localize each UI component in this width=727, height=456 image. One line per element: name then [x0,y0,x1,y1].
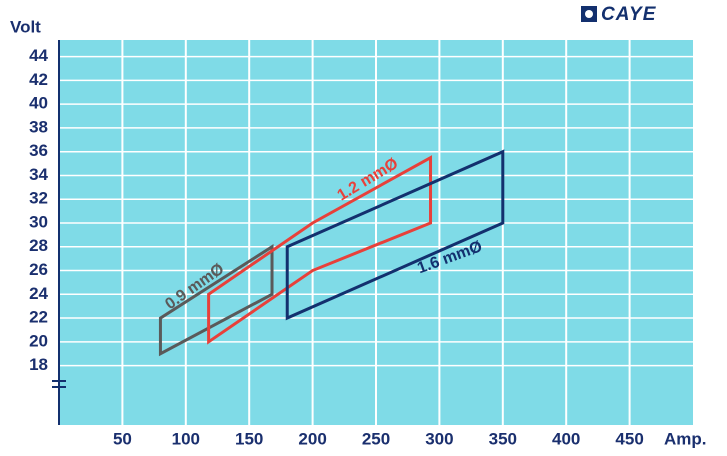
x-tick-label: 50 [113,429,132,448]
x-tick-label: 450 [615,429,643,448]
series-outline [285,149,505,321]
y-tick-label: 34 [29,165,48,184]
y-tick-label: 44 [29,46,48,65]
y-tick-label: 36 [29,141,48,160]
y-tick-label: 38 [29,117,48,136]
y-tick-label: 22 [29,308,48,327]
y-tick-label: 40 [29,94,48,113]
y-axis-label: Volt [10,17,41,36]
logo-icon-dot [585,10,593,18]
y-tick-label: 42 [29,70,48,89]
x-tick-label: 150 [235,429,263,448]
x-tick-label: 350 [489,429,517,448]
x-axis-label: Amp. [664,429,707,448]
y-tick-label: 20 [29,331,48,350]
y-tick-label: 18 [29,355,48,374]
y-tick-label: 28 [29,236,48,255]
logo: CAYE [601,4,657,25]
x-tick-label: 400 [552,429,580,448]
x-tick-label: 300 [425,429,453,448]
x-tick-label: 100 [172,429,200,448]
series-outline [158,244,274,357]
y-tick-label: 30 [29,212,48,231]
y-tick-label: 26 [29,260,48,279]
x-tick-label: 200 [298,429,326,448]
y-tick-label: 32 [29,189,48,208]
series-outline [207,155,433,345]
grid [59,40,693,425]
y-tick-label: 24 [29,284,48,303]
x-tick-label: 250 [362,429,390,448]
